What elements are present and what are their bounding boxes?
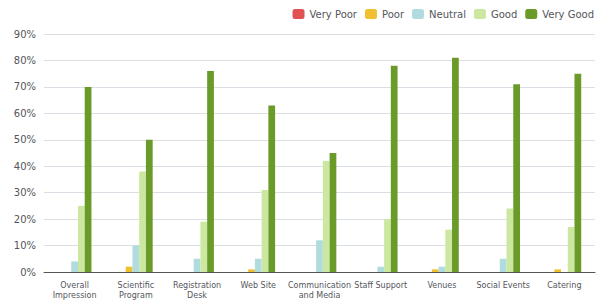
svg-text:30%: 30% xyxy=(14,187,36,198)
svg-text:90%: 90% xyxy=(14,29,36,40)
svg-text:0%: 0% xyxy=(20,267,36,278)
svg-text:Poor: Poor xyxy=(382,9,405,20)
svg-text:Overall: Overall xyxy=(60,281,89,290)
svg-text:Communication: Communication xyxy=(288,281,351,290)
svg-text:Registration: Registration xyxy=(173,281,221,290)
svg-text:Very Good: Very Good xyxy=(542,9,594,20)
svg-text:50%: 50% xyxy=(14,134,36,145)
svg-text:60%: 60% xyxy=(14,108,36,119)
svg-text:Impression: Impression xyxy=(53,291,97,300)
svg-text:20%: 20% xyxy=(14,214,36,225)
svg-text:Social Events: Social Events xyxy=(476,281,529,290)
svg-text:Good: Good xyxy=(491,9,517,20)
svg-text:Very Poor: Very Poor xyxy=(310,9,358,20)
svg-text:Catering: Catering xyxy=(547,281,581,290)
svg-text:and Media: and Media xyxy=(299,291,341,300)
svg-text:40%: 40% xyxy=(14,161,36,172)
svg-text:70%: 70% xyxy=(14,81,36,92)
svg-text:Program: Program xyxy=(119,291,153,300)
svg-text:10%: 10% xyxy=(14,240,36,251)
svg-text:Staff Support: Staff Support xyxy=(354,281,407,290)
svg-text:80%: 80% xyxy=(14,55,36,66)
svg-text:Desk: Desk xyxy=(187,291,207,300)
svg-text:Scientific: Scientific xyxy=(118,281,155,290)
svg-text:Neutral: Neutral xyxy=(429,9,466,20)
svg-text:Venues: Venues xyxy=(427,281,456,290)
svg-text:Web Site: Web Site xyxy=(241,281,276,290)
